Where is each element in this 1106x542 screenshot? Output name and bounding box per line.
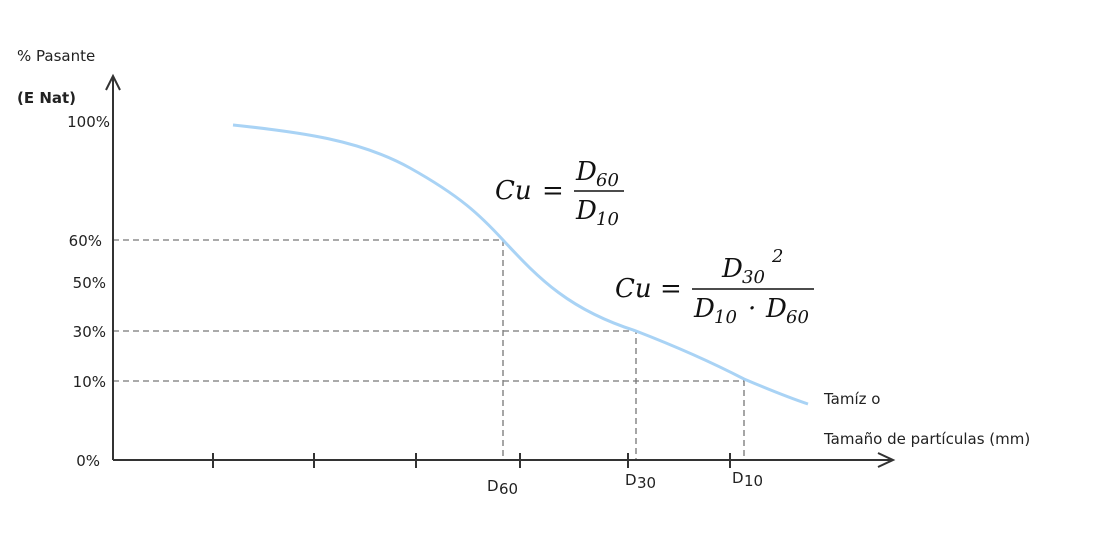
marker-letter: D xyxy=(487,477,499,495)
formula-sub: 10 xyxy=(596,209,619,230)
formula-sup: 2 xyxy=(771,246,783,267)
x-ticks xyxy=(212,453,731,468)
y-tick-label: 0% xyxy=(76,452,100,470)
y-axis xyxy=(105,73,121,460)
formula-lhs: Cu xyxy=(615,274,652,304)
formula-letter: D xyxy=(693,294,715,324)
y-tick-label: 10% xyxy=(73,373,106,391)
marker-sub: 10 xyxy=(744,472,763,490)
formula-lhs: Cu xyxy=(495,176,532,206)
y-tick-label: 50% xyxy=(73,274,106,292)
marker-letter: D xyxy=(625,471,637,489)
marker-sub: 30 xyxy=(637,474,656,492)
formula-sub: 30 xyxy=(742,267,765,288)
formula-letter: D xyxy=(721,254,743,284)
marker-letter: D xyxy=(732,469,744,487)
formula-dot: · xyxy=(748,294,756,324)
formula-equals: = xyxy=(660,274,682,304)
y-tick-label: 30% xyxy=(73,323,106,341)
guide-d10 xyxy=(113,380,745,460)
formula-letter: D xyxy=(575,157,597,187)
guide-d60 xyxy=(113,239,504,460)
formula-letter: D xyxy=(765,294,787,324)
marker-sub: 60 xyxy=(499,480,518,498)
formula-letter: D xyxy=(575,196,597,226)
guide-d30 xyxy=(113,330,637,460)
formula-sub: 10 xyxy=(714,307,737,328)
grading-curve xyxy=(232,123,809,406)
y-axis-subtitle: (E Nat) xyxy=(17,89,76,107)
formula-sub: 60 xyxy=(596,170,619,191)
formula-sub: 60 xyxy=(786,307,809,328)
formula-equals: = xyxy=(542,176,564,206)
x-axis xyxy=(113,452,896,468)
x-axis-title: Tamíz o xyxy=(823,390,880,408)
x-axis-title: Tamaño de partículas (mm) xyxy=(823,430,1030,448)
y-tick-label: 60% xyxy=(69,232,102,250)
y-axis-title: % Pasante xyxy=(17,47,95,65)
y-tick-label: 100% xyxy=(67,113,110,131)
